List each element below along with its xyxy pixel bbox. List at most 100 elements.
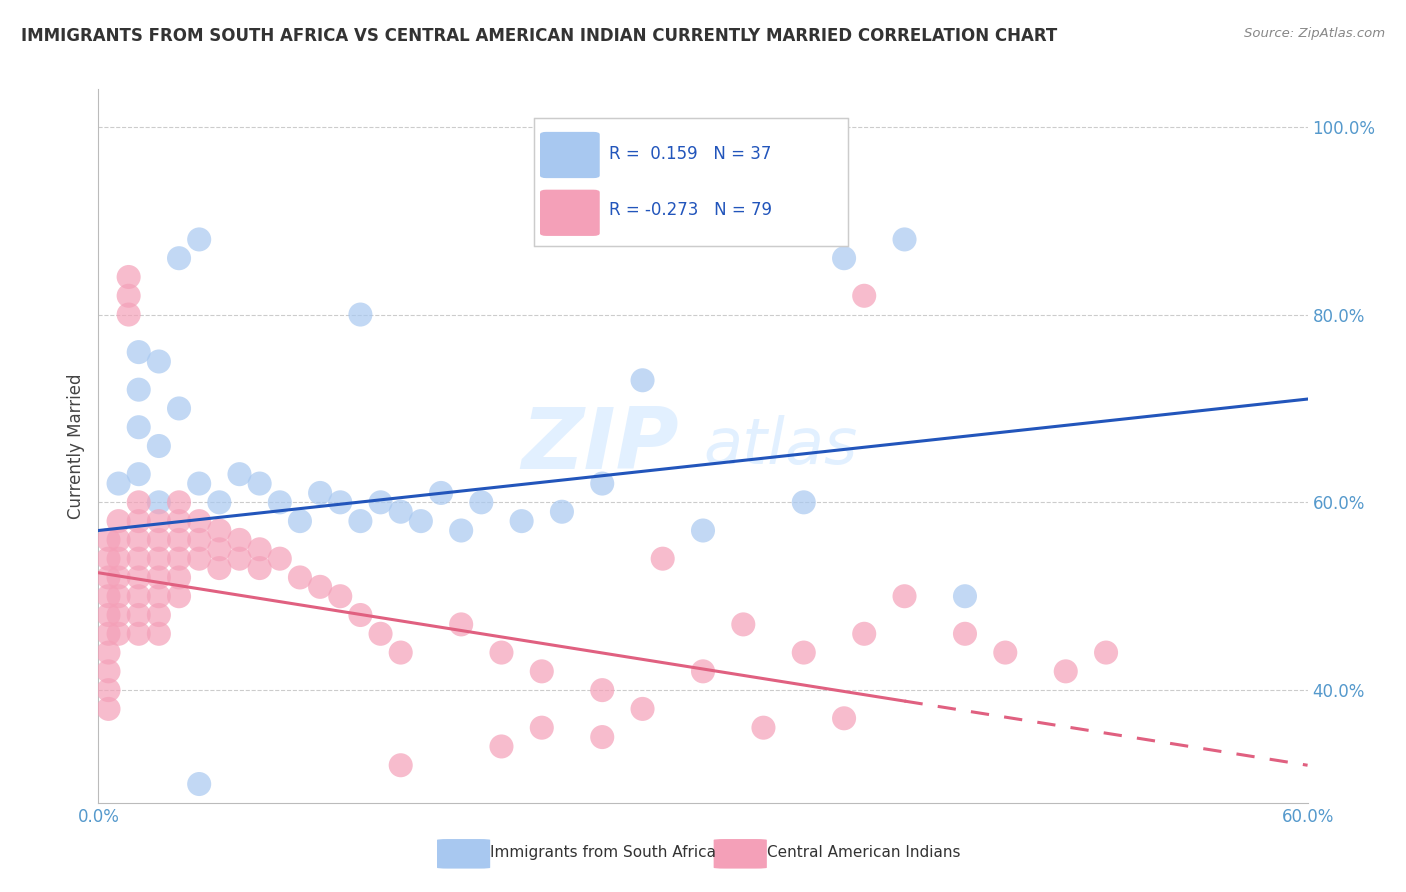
Point [853,289,876,303]
Point [128,533,150,547]
Point [128,551,150,566]
Point [953,627,976,641]
Point [329,495,352,509]
Text: atlas: atlas [703,415,858,477]
Point [631,373,654,387]
Point [692,665,714,679]
Point [148,495,170,509]
Point [631,702,654,716]
Point [97,627,120,641]
Point [97,589,120,603]
Point [128,570,150,584]
Point [208,561,231,575]
Point [651,551,673,566]
Point [370,627,392,641]
Point [430,486,453,500]
Point [228,533,250,547]
Point [107,570,129,584]
Point [389,646,412,660]
Point [118,270,141,285]
Point [208,495,231,509]
Text: Source: ZipAtlas.com: Source: ZipAtlas.com [1244,27,1385,40]
Point [118,289,141,303]
Point [793,646,815,660]
Point [128,607,150,622]
Point [530,665,553,679]
Point [97,646,120,660]
Point [793,495,815,509]
Point [128,467,150,482]
Point [329,589,352,603]
Point [450,524,472,538]
Point [893,589,915,603]
Point [148,533,170,547]
Point [128,514,150,528]
Point [1054,665,1077,679]
Point [269,495,291,509]
Point [128,420,150,434]
Point [349,514,371,528]
Point [167,551,190,566]
Point [128,345,150,359]
Point [148,607,170,622]
Point [97,702,120,716]
Point [269,551,291,566]
Point [148,354,170,368]
Point [188,232,211,246]
Point [107,607,129,622]
Point [389,758,412,772]
Point [853,627,876,641]
Point [349,308,371,322]
Point [1095,646,1118,660]
Point [107,476,129,491]
Point [148,514,170,528]
Point [591,730,613,744]
Point [450,617,472,632]
Point [97,570,120,584]
Point [752,721,775,735]
Point [118,308,141,322]
Point [510,514,533,528]
Point [349,607,371,622]
Point [249,561,271,575]
Point [994,646,1017,660]
Point [188,514,211,528]
Point [692,524,714,538]
Point [188,551,211,566]
Point [470,495,492,509]
Point [167,533,190,547]
Point [832,711,855,725]
Point [309,580,332,594]
Text: IMMIGRANTS FROM SOUTH AFRICA VS CENTRAL AMERICAN INDIAN CURRENTLY MARRIED CORREL: IMMIGRANTS FROM SOUTH AFRICA VS CENTRAL … [21,27,1057,45]
Point [128,589,150,603]
Point [228,467,250,482]
Point [107,514,129,528]
Point [893,232,915,246]
Point [128,495,150,509]
Point [148,570,170,584]
Point [953,589,976,603]
Point [167,570,190,584]
Point [208,542,231,557]
Point [128,627,150,641]
Y-axis label: Currently Married: Currently Married [66,373,84,519]
Point [591,476,613,491]
Point [309,486,332,500]
Point [148,551,170,566]
Point [370,495,392,509]
Point [491,739,513,754]
Point [167,514,190,528]
Point [148,627,170,641]
Point [107,551,129,566]
Point [97,665,120,679]
Point [409,514,432,528]
Point [551,505,574,519]
Point [167,251,190,265]
Text: ZIP: ZIP [522,404,679,488]
Point [249,476,271,491]
Point [733,617,755,632]
Point [832,251,855,265]
Point [208,524,231,538]
Point [148,589,170,603]
Point [107,533,129,547]
